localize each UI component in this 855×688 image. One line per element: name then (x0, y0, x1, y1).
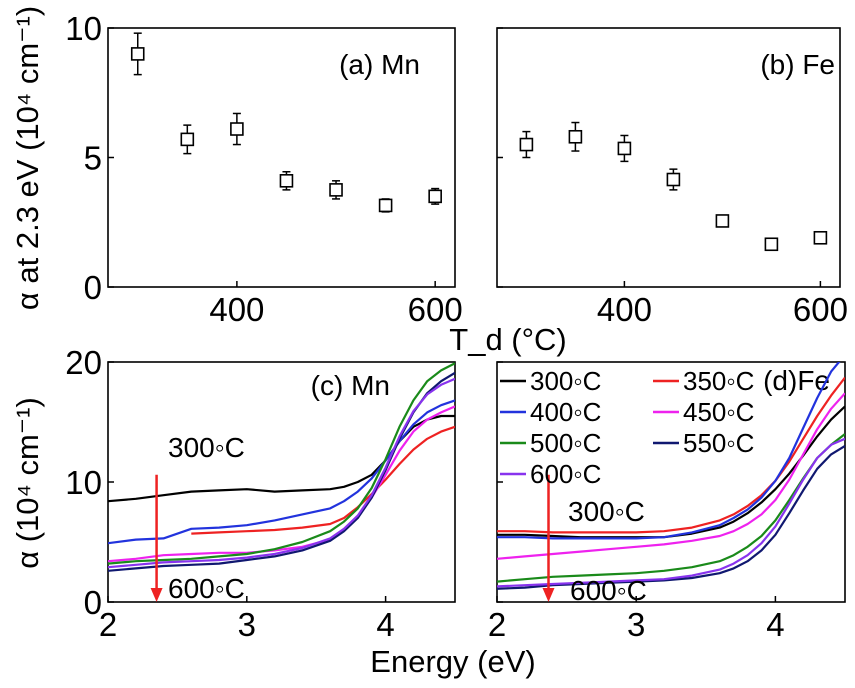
data-point (568, 129, 583, 144)
label-300C: 300◦C (168, 432, 245, 463)
legend-label: 550◦C (683, 428, 754, 458)
x-tick-label: 4 (376, 606, 394, 643)
data-point (230, 122, 244, 136)
legend-label: 350◦C (683, 366, 754, 396)
data-point (329, 183, 343, 197)
series-line-500◦C (108, 362, 455, 565)
y-tick-label: 0 (84, 269, 102, 306)
data-point (378, 198, 393, 213)
bottom-x-axis-label: Energy (eV) (370, 644, 535, 679)
series-line-350◦C (497, 376, 845, 534)
series-line-400◦C (497, 362, 841, 540)
data-point (130, 47, 145, 61)
data-point (715, 214, 730, 228)
x-tick-label: 4 (766, 606, 784, 643)
x-tick-label: 2 (488, 606, 506, 643)
series-line-300◦C (108, 414, 455, 503)
series-lines (497, 362, 845, 590)
panel-label: (d)Fe (763, 365, 830, 396)
label-300C: 300◦C (568, 496, 645, 527)
legend-label: 500◦C (530, 428, 601, 458)
data-point (764, 237, 779, 252)
arrow-head (150, 588, 163, 602)
panel-label: (c) Mn (311, 370, 390, 401)
series-line-450◦C (497, 392, 845, 560)
panel-c: 0 10 20 2 3 4 (c) Mn 300◦C 600◦C (65, 344, 456, 643)
legend-label: 300◦C (530, 366, 601, 396)
y-tick-label: 10 (65, 464, 102, 501)
y-tick-label: 20 (65, 344, 102, 381)
series-lines (108, 362, 455, 572)
x-tick-label: 600 (408, 291, 463, 328)
data-point (180, 132, 195, 147)
label-600C: 600◦C (570, 575, 647, 606)
y-tick-label: 5 (84, 140, 102, 177)
panel-label: (b) Fe (760, 49, 835, 80)
arrow-head (542, 588, 555, 602)
x-tick-label: 2 (99, 606, 117, 643)
y-tick-label: 10 (65, 10, 102, 47)
panel-b: 400 600 (b) Fe (496, 27, 848, 328)
bottom-left-y-axis-label: α (10⁴ cm⁻¹) (10, 397, 45, 569)
legend-label: 600◦C (530, 459, 601, 489)
top-left-y-axis-label: α at 2.3 eV (10⁴ cm⁻¹) (10, 6, 45, 310)
x-tick-label: 3 (627, 606, 645, 643)
series-line-400◦C (108, 399, 455, 545)
data-point (666, 172, 681, 187)
label-600C: 600◦C (168, 573, 245, 604)
x-tick-label: 400 (597, 291, 652, 328)
panel-label: (a) Mn (339, 49, 420, 80)
legend: 300◦C 350◦C 400◦C 450◦C 500◦C 550◦C 600◦C (500, 366, 754, 489)
x-tick-label: 3 (238, 606, 256, 643)
series-line-600◦C (497, 437, 845, 588)
panel-d: 2 3 4 (d)Fe 300◦C 600◦C 300◦C 350◦C 400◦C 450◦C 50… (488, 361, 846, 643)
series-line-550◦C (108, 371, 455, 572)
top-x-axis-label: T_d (°C) (449, 322, 566, 357)
legend-label: 450◦C (683, 397, 754, 427)
data-point (519, 137, 534, 152)
x-tick-label: 600 (793, 291, 848, 328)
data-point (428, 189, 442, 204)
data-point (279, 174, 294, 188)
series-line-550◦C (497, 445, 845, 590)
x-tick-label: 400 (209, 291, 264, 328)
series-line-600◦C (108, 377, 455, 569)
data-point (617, 141, 632, 156)
legend-label: 400◦C (530, 397, 601, 427)
data-point (813, 230, 828, 245)
y-tick-label: 0 (84, 584, 102, 621)
panel-a: 0 5 10 400 600 (a) Mn (65, 10, 462, 328)
